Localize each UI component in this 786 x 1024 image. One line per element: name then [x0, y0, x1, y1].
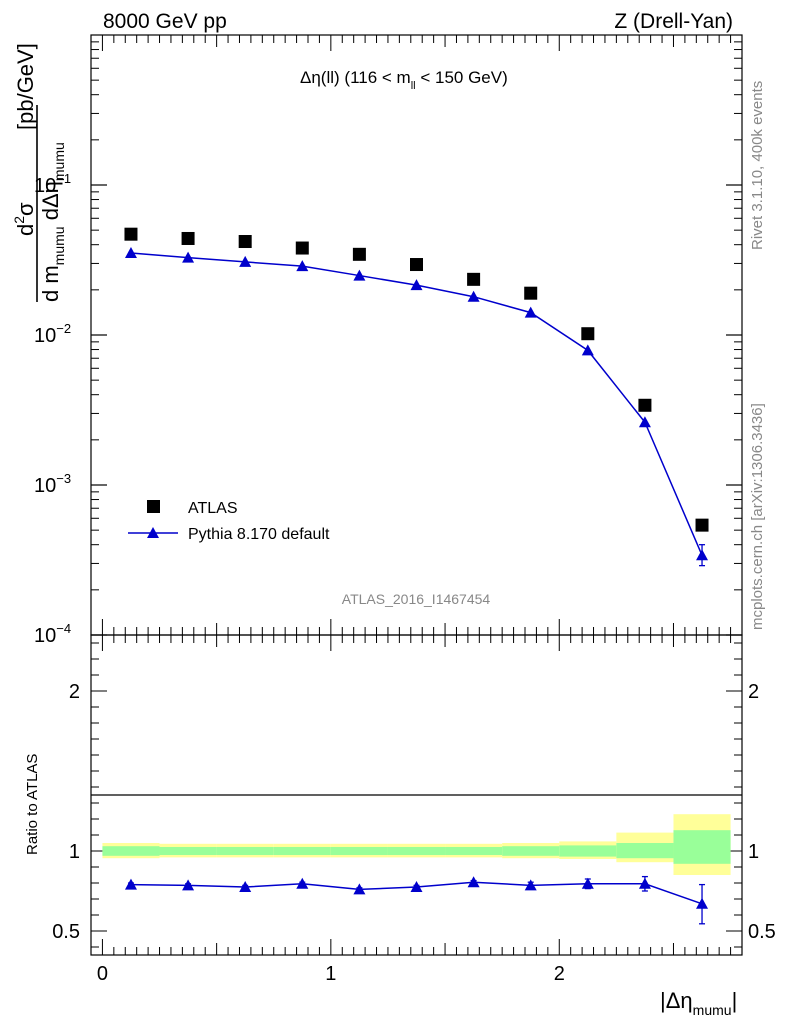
pythia-point	[182, 251, 195, 263]
rivet-label: Rivet 3.1.10, 400k events	[749, 81, 766, 250]
ratio-point	[410, 881, 423, 892]
atlas-point	[352, 247, 366, 261]
ratio-y-axis-label: Ratio to ATLAS	[24, 754, 41, 855]
pythia-point	[467, 290, 480, 302]
ratio-band-inner	[502, 846, 560, 856]
pythia-point	[410, 279, 423, 291]
main-y-tick-label: 10−1	[34, 171, 71, 197]
atlas-point	[467, 272, 481, 286]
main-plot-frame	[90, 34, 743, 636]
ratio-y-tick-label-right: 2	[748, 681, 759, 703]
legend-atlas-marker	[147, 500, 160, 513]
atlas-point	[638, 398, 652, 412]
svg-text:Δη(ll) (116 < mll < 150 GeV): Δη(ll) (116 < mll < 150 GeV)	[300, 68, 508, 92]
atlas-point	[410, 258, 423, 272]
legend-atlas-label: ATLAS	[188, 500, 238, 517]
ratio-point	[239, 881, 252, 892]
ratio-band-inner	[102, 846, 160, 856]
ratio-band-inner	[673, 830, 731, 864]
ratio-y-tick-label-left: 2	[69, 681, 80, 703]
atlas-point	[238, 235, 252, 249]
main-y-tick-label: 10−3	[34, 471, 71, 497]
atlas-point	[124, 227, 138, 241]
pythia-point	[581, 344, 594, 356]
x-tick-label: 1	[325, 963, 336, 985]
ratio-band-inner	[387, 847, 446, 855]
ratio-point	[353, 883, 366, 895]
main-y-tick-label: 10−2	[34, 321, 71, 347]
x-axis-label: |Δηmumu|	[660, 988, 737, 1018]
header-left: 8000 GeV pp	[103, 10, 227, 33]
x-tick-label: 2	[554, 963, 565, 985]
ratio-point	[696, 897, 709, 909]
ratio-y-tick-label-right: 0.5	[748, 921, 776, 943]
ratio-point	[124, 878, 137, 890]
atlas-point	[581, 327, 595, 341]
ratio-band-inner	[445, 847, 503, 855]
svg-text:|Δηmumu|: |Δηmumu|	[660, 988, 737, 1018]
main-title: Δη(ll) (116 < mll < 150 GeV)	[300, 68, 508, 92]
legend-pythia-label: Pythia 8.170 default	[188, 526, 330, 543]
ratio-point	[467, 876, 480, 888]
pythia-point	[124, 247, 137, 259]
ratio-band-inner	[216, 847, 274, 855]
analysis-watermark: ATLAS_2016_I1467454	[342, 591, 491, 607]
atlas-point	[524, 286, 538, 300]
pythia-point	[696, 549, 709, 561]
pythia-point	[239, 255, 252, 267]
ratio-point	[581, 877, 594, 889]
pythia-point	[296, 260, 309, 272]
mcplots-label: mcplots.cern.ch [arXiv:1306.3436]	[749, 403, 766, 630]
atlas-point	[295, 241, 309, 255]
pythia-point	[524, 306, 537, 318]
axis-ticks: 10−4 10−3 10−2 10−1 0 1 2 0.5 0.5 1 1 2 2	[34, 35, 776, 985]
ratio-y-tick-label-right: 1	[748, 841, 759, 863]
ratio-bands	[102, 814, 731, 875]
svg-text:[pb/GeV]: [pb/GeV]	[13, 43, 38, 130]
pythia-point	[353, 269, 366, 281]
ratio-band-inner	[159, 847, 217, 855]
main-y-tick-label: 10−4	[34, 621, 71, 647]
x-tick-label: 0	[97, 963, 108, 985]
header-right: Z (Drell-Yan)	[614, 10, 733, 33]
main-y-axis-label: d2σ d mmumu dΔηmumu [pb/GeV]	[11, 43, 67, 302]
ratio-band-inner	[273, 847, 331, 855]
legend: ATLAS Pythia 8.170 default	[128, 500, 330, 543]
atlas-point	[695, 518, 709, 532]
pythia-point	[638, 416, 651, 428]
svg-text:d2σ: d2σ	[11, 202, 38, 236]
main-marks	[124, 227, 709, 567]
ratio-point	[638, 877, 651, 889]
ratio-point	[182, 879, 195, 891]
ratio-point	[524, 879, 537, 891]
ratio-band-inner	[616, 843, 674, 859]
ratio-marks	[124, 875, 709, 925]
ratio-point	[296, 877, 309, 889]
ratio-band-inner	[559, 845, 617, 857]
svg-text:d mmumu dΔηmumu: d mmumu dΔηmumu	[38, 142, 67, 302]
atlas-point	[181, 231, 195, 245]
ratio-y-tick-label-left: 0.5	[52, 921, 80, 943]
ratio-band-inner	[330, 847, 388, 855]
ratio-y-tick-label-left: 1	[69, 841, 80, 863]
legend-pythia-marker	[147, 527, 159, 538]
